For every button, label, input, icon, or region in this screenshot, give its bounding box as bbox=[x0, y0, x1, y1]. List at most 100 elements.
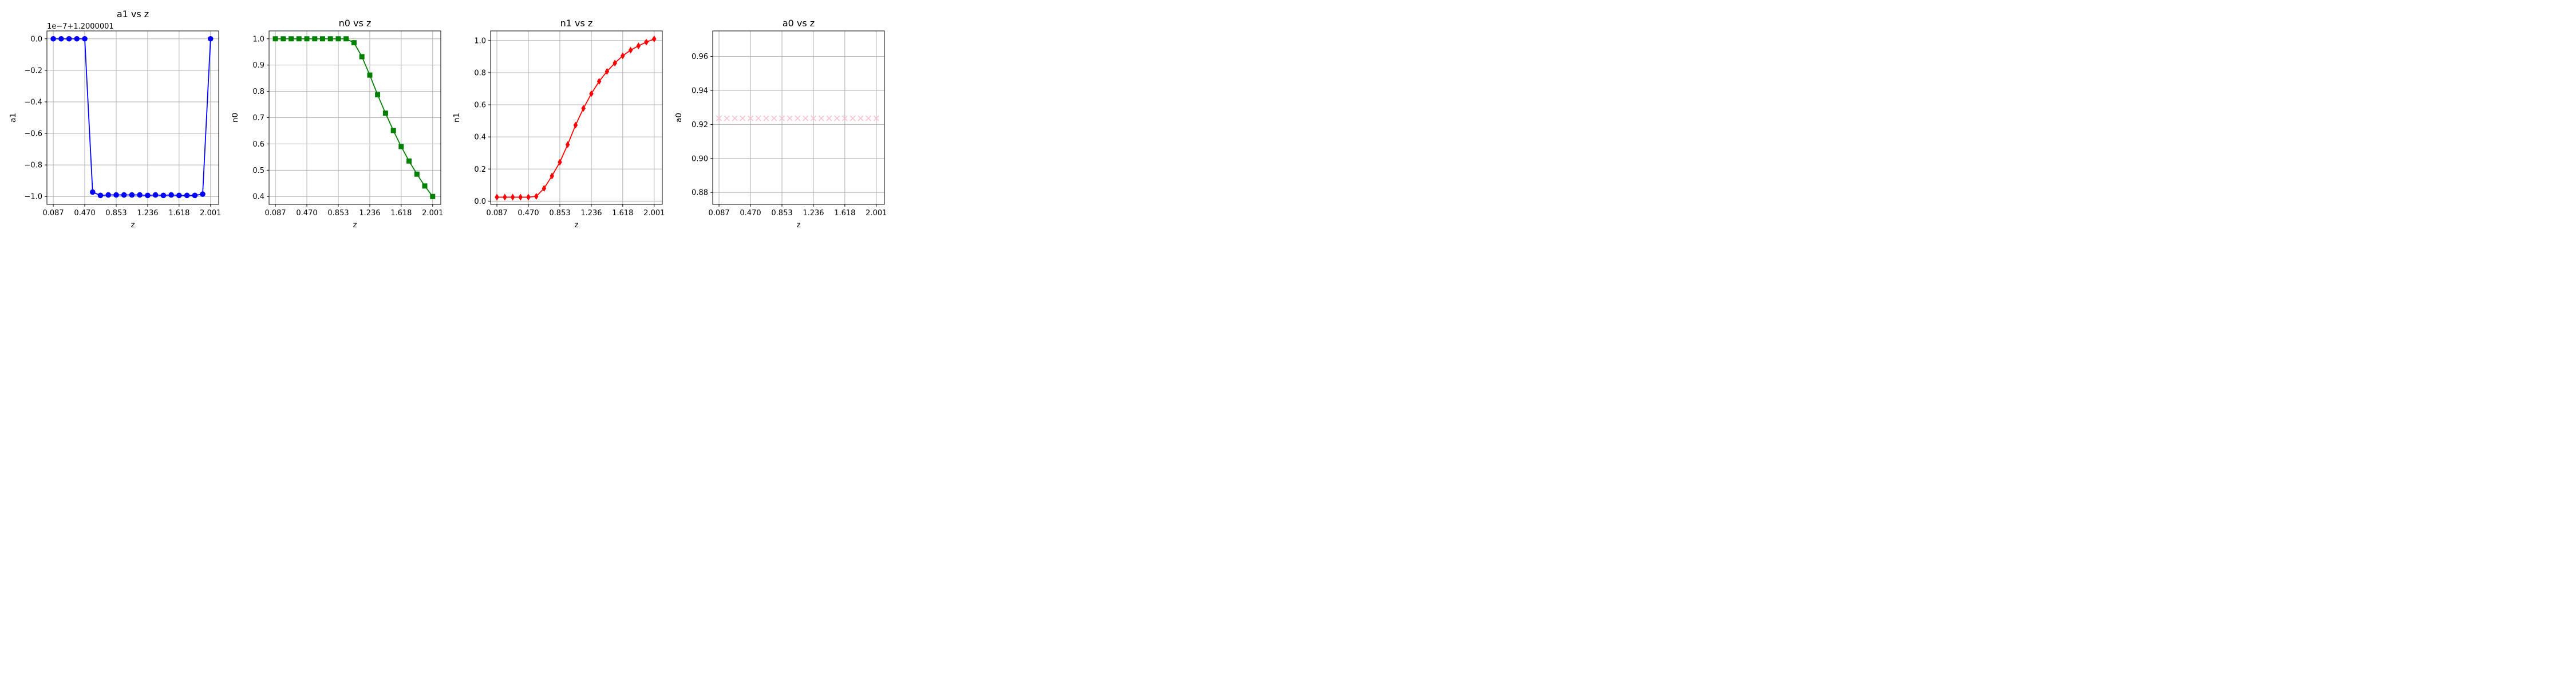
data-point bbox=[145, 192, 151, 199]
y-tick-label: 0.90 bbox=[692, 155, 708, 163]
data-point bbox=[58, 35, 64, 42]
y-tick-label: 0.6 bbox=[252, 140, 264, 149]
data-point bbox=[589, 90, 594, 97]
plot-frame bbox=[268, 30, 441, 205]
x-tick-label: 2.001 bbox=[866, 209, 887, 218]
data-point bbox=[351, 40, 357, 46]
data-point bbox=[97, 192, 104, 199]
y-tick-label: −0.8 bbox=[24, 161, 42, 170]
y-tick-label: −0.6 bbox=[24, 130, 42, 139]
data-point bbox=[90, 189, 96, 195]
data-point bbox=[382, 110, 388, 116]
y-tick-label: −1.0 bbox=[24, 193, 42, 202]
x-axis-label: z bbox=[131, 220, 135, 230]
data-point bbox=[367, 72, 373, 78]
x-tick-label: 0.853 bbox=[771, 209, 792, 218]
y-tick-label: 0.2 bbox=[474, 165, 486, 174]
x-tick-label: 1.236 bbox=[580, 209, 602, 218]
data-point bbox=[858, 115, 864, 121]
y-axis-label: a1 bbox=[9, 113, 18, 123]
data-point bbox=[542, 184, 547, 192]
y-tick-label: 0.92 bbox=[692, 121, 708, 129]
data-point bbox=[865, 115, 872, 121]
data-point bbox=[272, 36, 278, 42]
chart-panel-2: 0.087 0.470 0.853 1.236 1.618 2.001 1.0 0.9 0.8 0… bbox=[231, 18, 443, 230]
chart-title: n0 vs z bbox=[339, 18, 372, 29]
x-tick-label: 0.087 bbox=[708, 209, 729, 218]
y-tick-label: 0.94 bbox=[692, 86, 708, 95]
data-point bbox=[296, 36, 302, 42]
data-point bbox=[66, 35, 72, 42]
y-axis-label: a0 bbox=[674, 113, 683, 123]
data-point bbox=[826, 115, 832, 121]
data-point bbox=[518, 194, 523, 201]
data-point bbox=[430, 194, 436, 199]
data-point bbox=[495, 194, 499, 201]
data-point bbox=[406, 158, 412, 164]
figure: 0.087 0.470 0.853 1.236 1.618 2.001 0.0 −0.2 −0.… bbox=[9, 9, 887, 230]
data-point bbox=[534, 192, 539, 200]
y-tick-label: 0.96 bbox=[692, 53, 708, 61]
x-tick-label: 0.087 bbox=[486, 209, 507, 218]
x-tick-label: 1.236 bbox=[359, 209, 380, 218]
x-tick-label: 0.470 bbox=[517, 209, 539, 218]
data-point bbox=[105, 192, 112, 198]
y-tick-label: 1.0 bbox=[252, 35, 264, 44]
x-tick-label: 1.618 bbox=[390, 209, 412, 218]
data-point bbox=[184, 192, 190, 199]
data-point bbox=[129, 192, 135, 198]
x-tick-label: 2.001 bbox=[422, 209, 443, 218]
data-point bbox=[390, 128, 396, 133]
data-point bbox=[327, 36, 333, 42]
x-tick-label: 0.853 bbox=[105, 209, 127, 218]
data-point bbox=[50, 35, 56, 42]
data-point bbox=[558, 159, 562, 166]
x-tick-label: 1.618 bbox=[168, 209, 189, 218]
data-point bbox=[375, 92, 381, 98]
data-point bbox=[343, 36, 349, 42]
data-point bbox=[803, 115, 809, 121]
data-point bbox=[724, 115, 730, 121]
chart-title: a0 vs z bbox=[783, 18, 815, 29]
data-point bbox=[550, 172, 555, 180]
data-point bbox=[192, 192, 198, 199]
y-tick-label: 0.0 bbox=[474, 198, 486, 206]
x-tick-label: 0.087 bbox=[264, 209, 286, 218]
data-point bbox=[359, 54, 365, 60]
x-tick-label: 1.236 bbox=[803, 209, 824, 218]
data-point bbox=[335, 36, 341, 42]
data-point bbox=[503, 194, 507, 201]
data-point bbox=[398, 144, 404, 149]
y-tick-label: −0.4 bbox=[24, 98, 42, 106]
x-axis-label: z bbox=[574, 220, 578, 230]
data-point bbox=[596, 78, 602, 85]
y-tick-label: 0.4 bbox=[474, 133, 486, 142]
data-point bbox=[304, 36, 310, 42]
data-point bbox=[82, 35, 88, 42]
data-point bbox=[747, 115, 754, 121]
data-point bbox=[732, 115, 738, 121]
data-point bbox=[573, 121, 578, 129]
y-tick-label: 0.6 bbox=[474, 101, 486, 110]
plot-frame bbox=[490, 30, 663, 205]
x-tick-label: 1.236 bbox=[137, 209, 158, 218]
x-tick-label: 1.618 bbox=[834, 209, 855, 218]
data-point bbox=[422, 183, 428, 189]
chart-title: a1 vs z bbox=[117, 9, 149, 19]
y-axis-label: n0 bbox=[231, 113, 240, 123]
data-point bbox=[176, 192, 182, 199]
x-tick-label: 0.470 bbox=[740, 209, 761, 218]
data-point bbox=[137, 192, 143, 198]
chart-panel-3: 0.087 0.470 0.853 1.236 1.618 2.001 1.0 0.8 0.6 0… bbox=[452, 18, 665, 230]
x-tick-label: 0.087 bbox=[42, 209, 64, 218]
x-tick-label: 0.470 bbox=[296, 209, 317, 218]
data-point bbox=[841, 115, 848, 121]
data-point bbox=[605, 68, 610, 75]
x-tick-label: 0.470 bbox=[74, 209, 95, 218]
data-point bbox=[636, 42, 641, 50]
x-tick-label: 0.853 bbox=[327, 209, 349, 218]
series-line bbox=[53, 38, 211, 196]
data-point bbox=[510, 194, 515, 201]
chart-panel-1: 0.087 0.470 0.853 1.236 1.618 2.001 0.0 −0.2 −0.… bbox=[9, 9, 221, 230]
plot-frame bbox=[712, 30, 885, 205]
